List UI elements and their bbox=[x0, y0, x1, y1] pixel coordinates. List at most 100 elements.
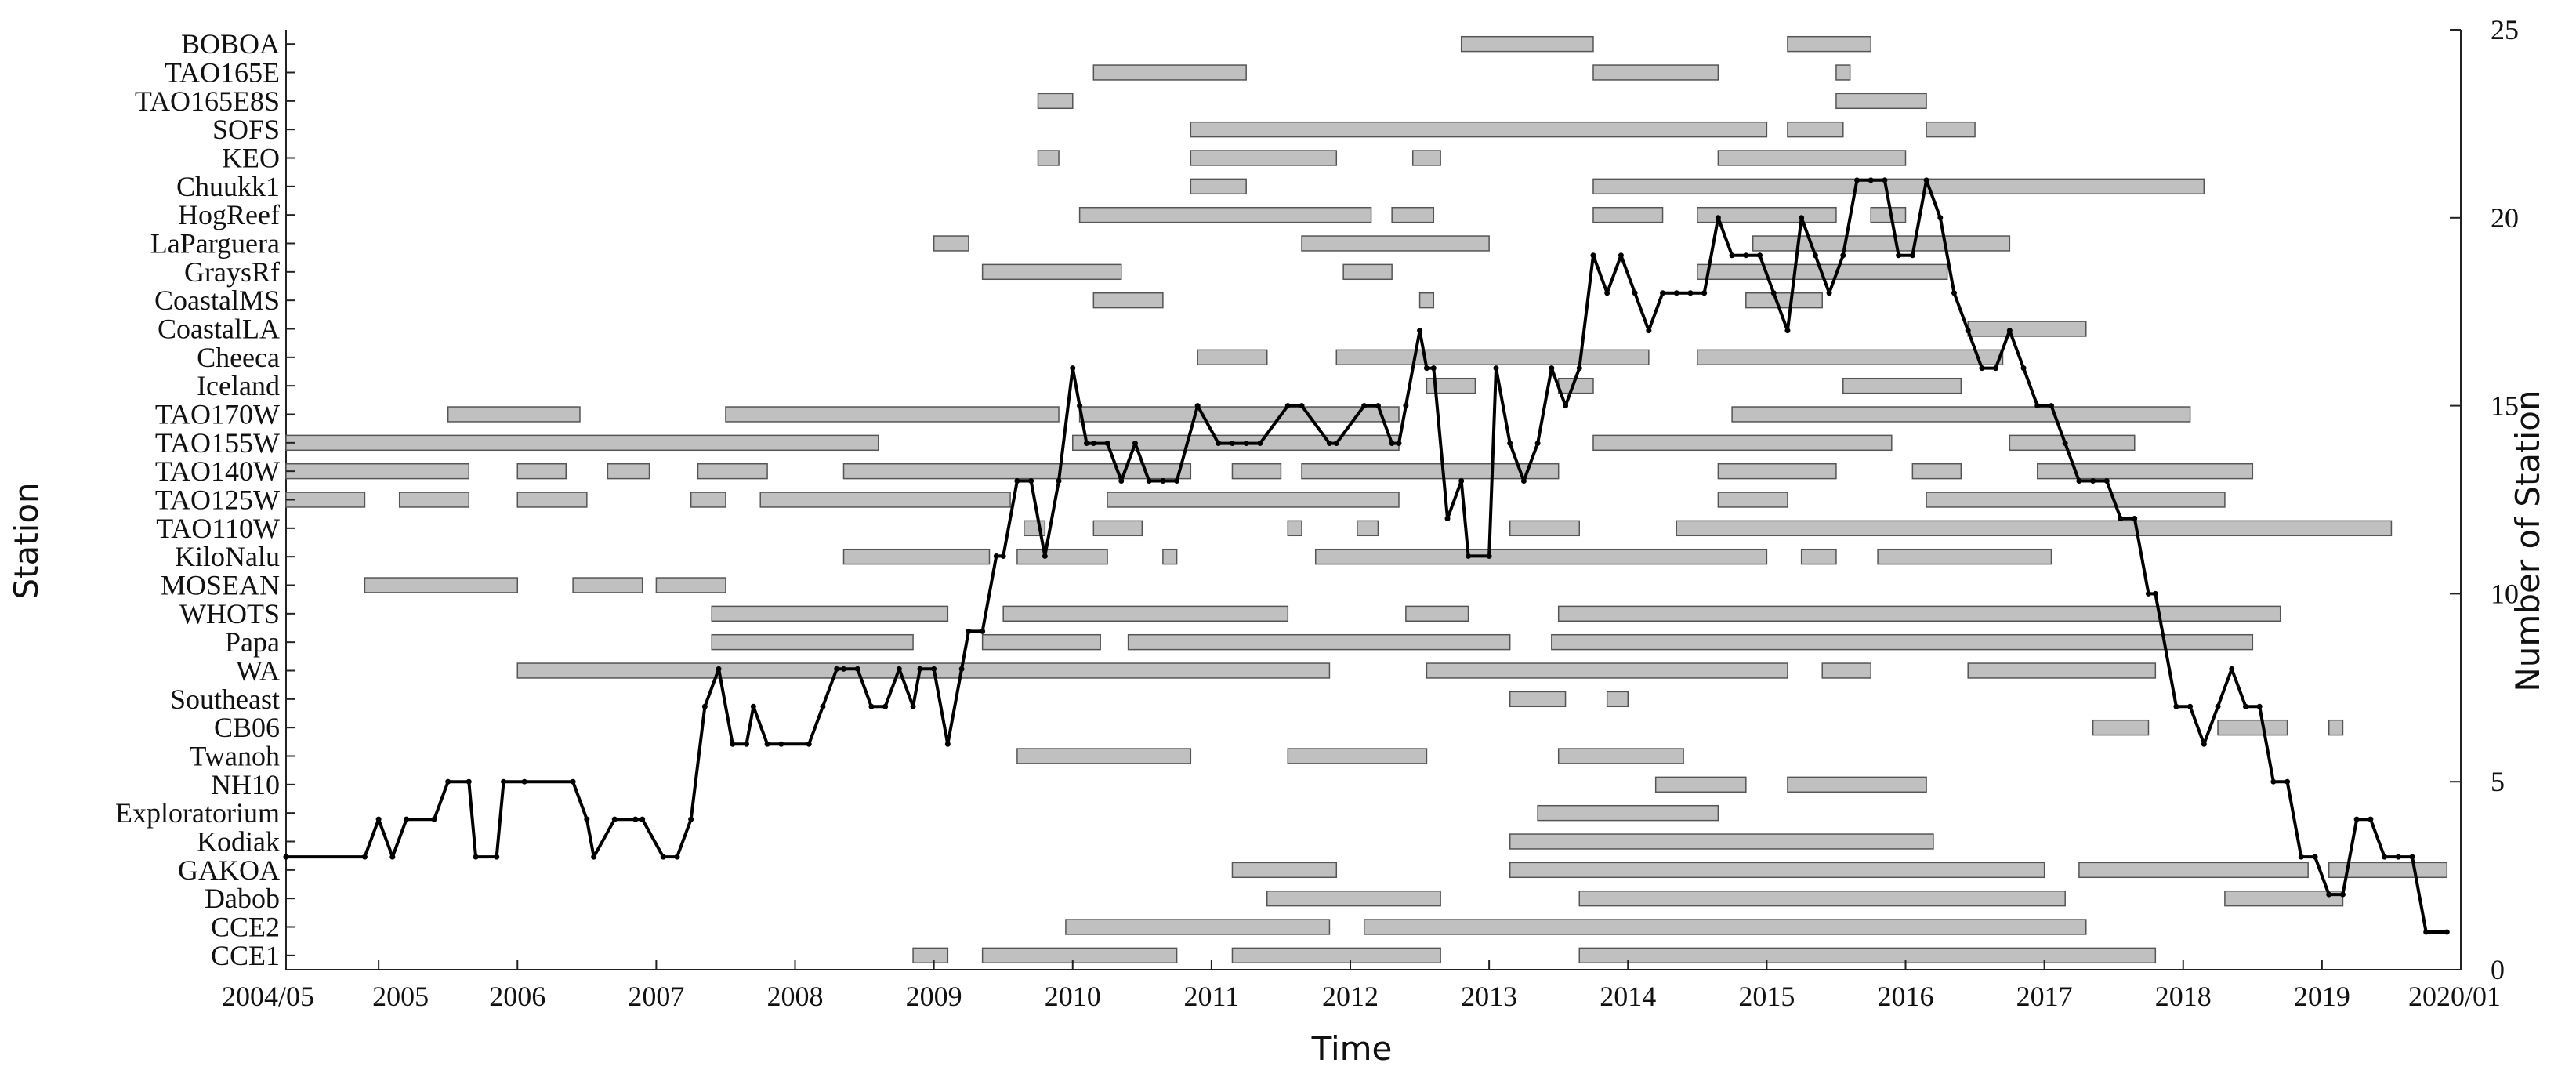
count-point bbox=[1077, 403, 1083, 409]
count-point bbox=[1618, 252, 1624, 259]
station-bar-tao155w bbox=[285, 434, 879, 452]
station-bar-hogreef bbox=[1592, 206, 1664, 223]
station-bar-tao110w bbox=[1092, 520, 1143, 537]
station-bar-cce2 bbox=[1363, 919, 2087, 935]
station-label: Papa bbox=[225, 626, 280, 658]
count-point bbox=[1243, 441, 1249, 447]
count-point bbox=[1743, 252, 1749, 259]
count-point bbox=[1993, 365, 1999, 372]
station-label: TAO155W bbox=[155, 427, 280, 459]
count-point bbox=[764, 741, 770, 747]
x-tick-label: 2006 bbox=[489, 981, 545, 1012]
station-label: CCE2 bbox=[211, 912, 280, 943]
count-point bbox=[2444, 929, 2450, 935]
station-bar-laparguera bbox=[1752, 235, 2011, 252]
station-label: WA bbox=[236, 655, 280, 687]
count-point bbox=[1784, 328, 1791, 334]
station-bar-tao155w bbox=[2009, 434, 2136, 452]
station-bar-kilonalu bbox=[1162, 548, 1178, 565]
station-bar-wa bbox=[1821, 662, 1871, 679]
count-point bbox=[639, 816, 646, 822]
count-point bbox=[688, 816, 694, 822]
count-point bbox=[632, 816, 639, 822]
x-tick-label: 2016 bbox=[1878, 981, 1934, 1012]
station-label: TAO165E bbox=[165, 57, 280, 89]
count-point bbox=[2312, 854, 2318, 860]
station-bar-cheeca bbox=[1335, 349, 1650, 366]
count-point bbox=[2048, 403, 2054, 409]
station-count-line bbox=[283, 177, 2450, 935]
count-point bbox=[917, 666, 923, 672]
station-bar-southeast bbox=[1509, 691, 1567, 708]
count-point bbox=[1799, 215, 1805, 221]
station-bar-nh10 bbox=[1787, 776, 1927, 793]
count-point bbox=[1028, 478, 1034, 484]
x-tick-label: 2005 bbox=[372, 981, 429, 1012]
count-point bbox=[1576, 365, 1582, 372]
station-bar-hogreef bbox=[1078, 206, 1372, 223]
count-point bbox=[1493, 365, 1499, 372]
count-point bbox=[591, 854, 597, 860]
station-bar-tao125w bbox=[516, 492, 588, 508]
count-point bbox=[931, 666, 937, 672]
count-point bbox=[980, 628, 986, 634]
station-label: NH10 bbox=[211, 769, 280, 800]
count-point bbox=[834, 666, 840, 672]
x-tick-label: 2008 bbox=[767, 981, 824, 1012]
count-point bbox=[1014, 478, 1020, 484]
count-point bbox=[1812, 252, 1818, 259]
station-bar-gakoa bbox=[1231, 862, 1338, 879]
count-point bbox=[1965, 328, 1971, 334]
count-point bbox=[2256, 703, 2263, 709]
station-bar-tao125w bbox=[1717, 492, 1788, 508]
x-tick-label: 2009 bbox=[906, 981, 962, 1012]
station-bar-keo bbox=[1190, 150, 1338, 166]
station-bar-coastalms bbox=[1418, 292, 1435, 309]
count-point bbox=[1486, 553, 1492, 559]
count-point bbox=[2368, 816, 2374, 822]
x-tick-label: 2010 bbox=[1045, 981, 1101, 1012]
count-point bbox=[1229, 441, 1235, 447]
count-point bbox=[1896, 252, 1902, 259]
count-point bbox=[1909, 252, 1915, 259]
station-bars bbox=[285, 35, 2448, 964]
count-point bbox=[1118, 478, 1125, 484]
y-right-tick-label: 5 bbox=[2491, 766, 2505, 797]
count-point bbox=[404, 816, 410, 822]
station-bar-cb06 bbox=[2328, 719, 2344, 736]
count-point bbox=[1604, 290, 1610, 296]
station-label: CB06 bbox=[214, 712, 280, 743]
station-bar-tao170w bbox=[447, 406, 581, 423]
count-point bbox=[2118, 515, 2124, 521]
station-label: TAO140W bbox=[155, 455, 280, 487]
station-bar-whots bbox=[1002, 605, 1289, 622]
station-bar-keo bbox=[1037, 150, 1060, 166]
station-bar-kilonalu bbox=[1314, 548, 1768, 565]
count-point bbox=[701, 703, 708, 709]
station-bar-mosean bbox=[655, 577, 726, 593]
station-bar-tao110w bbox=[1287, 520, 1302, 537]
station-bar-tao165e bbox=[1092, 64, 1247, 81]
count-point bbox=[2215, 703, 2221, 709]
count-point bbox=[2298, 854, 2304, 860]
x-tick-label: 2007 bbox=[628, 981, 684, 1012]
count-point bbox=[750, 703, 756, 709]
count-point bbox=[1417, 328, 1423, 334]
count-point bbox=[896, 666, 902, 672]
station-bar-dabob bbox=[1578, 890, 2066, 907]
count-point bbox=[1534, 441, 1541, 447]
count-point bbox=[1563, 403, 1569, 409]
station-bar-cce2 bbox=[1065, 919, 1331, 935]
station-bar-tao110w bbox=[1509, 520, 1581, 537]
count-point bbox=[1042, 553, 1048, 559]
count-point bbox=[1868, 177, 1874, 183]
count-point bbox=[2201, 741, 2207, 747]
count-point bbox=[1923, 177, 1929, 183]
y-axis-stations: CCE1CCE2DabobGAKOAKodiakExploratoriumNH1… bbox=[115, 28, 295, 971]
count-point bbox=[1444, 515, 1451, 521]
count-point bbox=[445, 778, 451, 785]
y-right-tick-label: 10 bbox=[2491, 578, 2519, 609]
station-bar-tao140w bbox=[1231, 463, 1282, 480]
station-bar-whots bbox=[1405, 605, 1469, 622]
